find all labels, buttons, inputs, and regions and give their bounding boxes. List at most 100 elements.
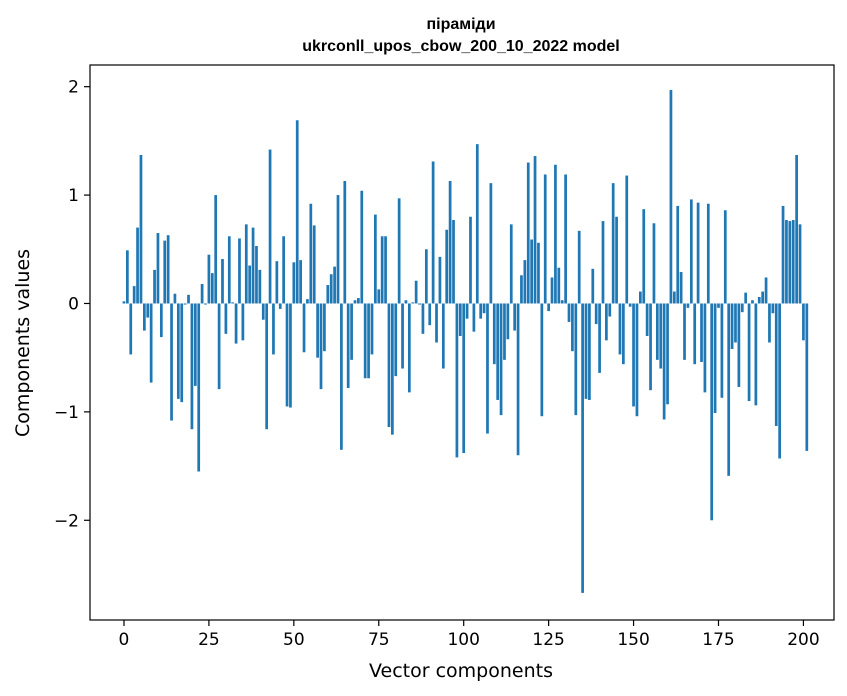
x-tick-label-125: 125 [532, 630, 564, 650]
bar-122 [537, 242, 540, 304]
bar-191 [771, 303, 775, 314]
bar-149 [628, 303, 632, 307]
bar-9 [153, 269, 156, 304]
bar-195 [785, 220, 788, 304]
bar-14 [170, 303, 173, 421]
bar-111 [499, 303, 503, 416]
bar-142 [605, 303, 608, 341]
bar-94 [441, 303, 445, 369]
bar-10 [156, 233, 160, 304]
bar-1 [126, 250, 129, 304]
chart-title-line2: ukrconll_upos_cbow_200_10_2022 model [302, 38, 619, 55]
bar-156 [652, 223, 656, 304]
y-axis-label: Components values [12, 249, 34, 437]
bar-136 [584, 303, 588, 399]
bar-129 [560, 300, 564, 304]
bar-177 [723, 210, 727, 304]
bar-27 [214, 195, 218, 304]
bar-0 [122, 301, 126, 304]
bar-131 [567, 303, 571, 322]
bar-63 [336, 195, 340, 304]
bar-116 [516, 303, 520, 456]
bar-186 [754, 303, 758, 406]
bar-57 [316, 303, 319, 358]
plot-area-frame [89, 64, 835, 621]
bar-83 [404, 300, 408, 304]
bar-97 [452, 220, 455, 304]
bar-175 [717, 303, 720, 308]
bar-25 [207, 254, 211, 304]
bar-11 [159, 303, 163, 338]
bar-8 [149, 303, 153, 383]
bar-184 [747, 303, 751, 402]
bar-21 [193, 303, 197, 386]
bar-153 [642, 209, 646, 304]
bar-102 [469, 216, 472, 304]
bar-193 [778, 303, 781, 459]
bar-162 [672, 291, 676, 304]
bar-173 [710, 303, 714, 521]
bar-18 [183, 303, 187, 305]
bar-74 [374, 214, 377, 304]
bar-33 [234, 303, 238, 344]
bar-169 [696, 202, 700, 304]
bar-121 [533, 156, 537, 304]
bar-159 [662, 303, 666, 420]
bar-32 [231, 302, 235, 304]
x-tick-label-50: 50 [283, 630, 305, 650]
bar-24 [204, 303, 207, 305]
bar-75 [377, 289, 381, 304]
bar-73 [370, 303, 374, 355]
bar-123 [540, 303, 544, 417]
bar-40 [258, 269, 262, 304]
bar-106 [482, 303, 486, 314]
bar-2 [129, 303, 133, 355]
bar-7 [146, 303, 150, 318]
bar-107 [486, 303, 489, 434]
y-axis-ticks: −2 −1 0 1 2 [54, 78, 90, 531]
bar-160 [666, 303, 669, 405]
bar-19 [187, 294, 190, 304]
bar-101 [465, 303, 469, 319]
bar-133 [574, 303, 578, 416]
bar-126 [550, 277, 554, 304]
bar-60 [326, 285, 330, 304]
bar-81 [397, 198, 401, 304]
bar-109 [492, 303, 496, 365]
bar-16 [176, 303, 180, 399]
bar-55 [309, 203, 313, 304]
bar-100 [462, 303, 466, 454]
bar-69 [357, 298, 360, 304]
bar-51 [295, 120, 299, 304]
bar-148 [625, 175, 629, 304]
bar-146 [618, 303, 622, 355]
bar-114 [509, 224, 513, 304]
y-tick-label--1: −1 [54, 403, 79, 423]
bar-105 [479, 303, 483, 319]
bar-99 [458, 303, 462, 336]
bar-179 [730, 303, 734, 350]
bar-76 [380, 236, 384, 304]
bar-152 [639, 291, 642, 304]
bar-71 [363, 303, 367, 379]
bar-120 [530, 239, 533, 304]
bar-48 [285, 303, 289, 407]
bar-154 [645, 303, 649, 336]
bar-64 [340, 303, 343, 450]
bar-56 [312, 225, 316, 304]
bar-54 [306, 299, 309, 304]
x-tick-label-175: 175 [702, 630, 734, 650]
bar-43 [268, 149, 272, 304]
bar-124 [543, 174, 547, 304]
bar-113 [506, 303, 510, 340]
bar-181 [737, 303, 741, 387]
bar-36 [244, 224, 248, 304]
bar-166 [686, 303, 690, 308]
bar-189 [764, 277, 768, 304]
bar-134 [577, 230, 581, 304]
y-tick-label-1: 1 [68, 186, 79, 206]
bar-4 [136, 227, 139, 304]
bar-29 [221, 259, 224, 304]
bar-39 [255, 246, 258, 304]
y-tick-label-0: 0 [68, 294, 79, 314]
